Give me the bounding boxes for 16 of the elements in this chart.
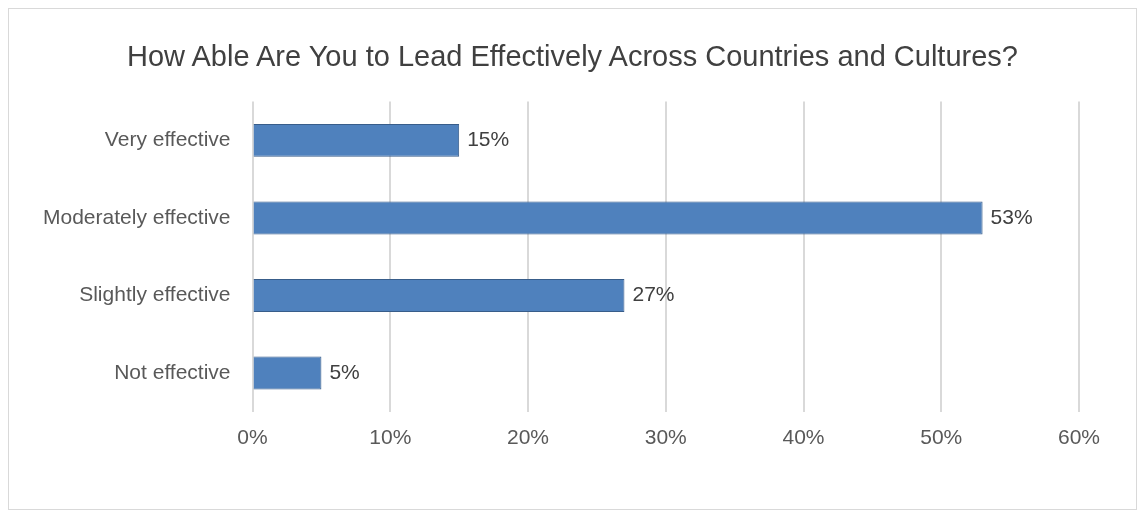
chart-title: How Able Are You to Lead Effectively Across Countries and Cultures? [126, 39, 1019, 74]
data-label: 5% [329, 359, 360, 383]
y-tick-label: Moderately effective [43, 204, 231, 228]
data-label: 27% [632, 282, 675, 306]
x-tick-label: 20% [507, 425, 550, 449]
x-tick-label: 10% [369, 425, 412, 449]
data-label: 15% [467, 127, 510, 151]
y-tick-label: Very effective [104, 127, 231, 151]
y-tick-label: Not effective [114, 359, 231, 383]
x-tick-label: 60% [1057, 425, 1101, 449]
data-label: 53% [990, 204, 1033, 228]
x-tick-label: 50% [920, 425, 963, 449]
x-tick-label: 30% [644, 425, 687, 449]
y-tick-label: Slightly effective [79, 282, 231, 306]
x-tick-label: 0% [237, 425, 268, 449]
x-tick-label: 40% [782, 425, 825, 449]
